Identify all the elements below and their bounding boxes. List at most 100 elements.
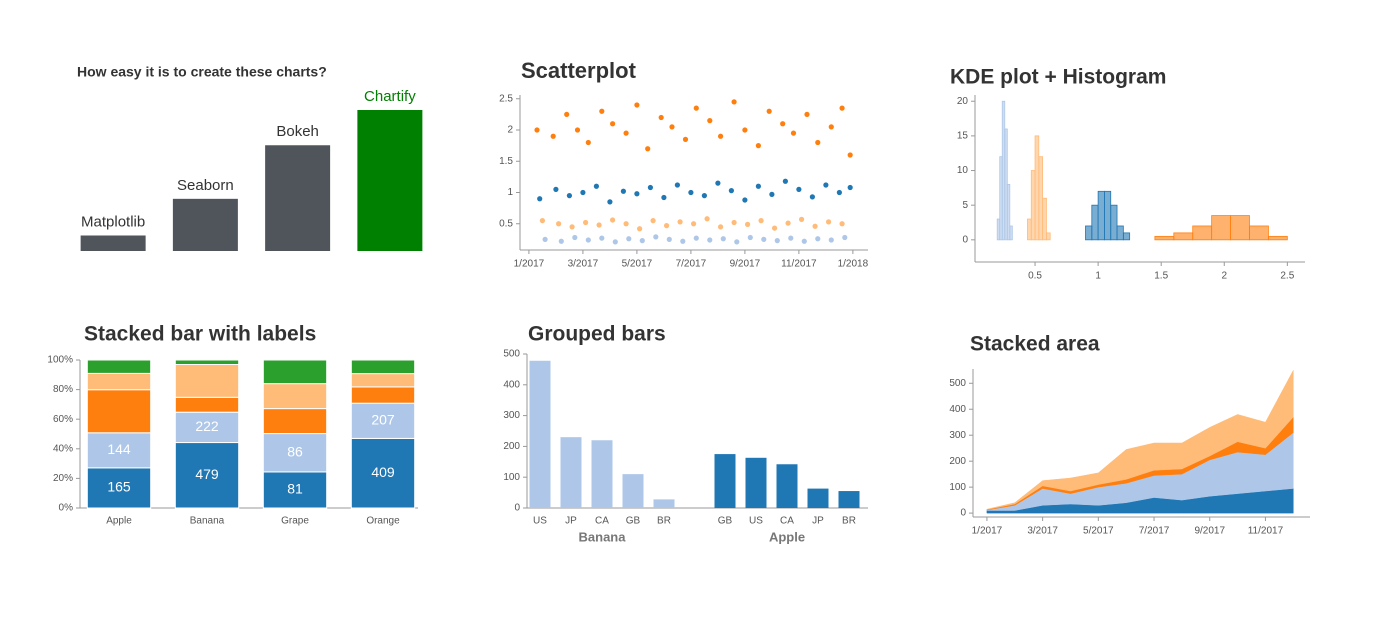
bar	[529, 360, 551, 508]
hist-bar	[1211, 215, 1231, 241]
hist-bar	[1116, 225, 1124, 241]
point	[596, 222, 602, 228]
hist-bar	[1085, 225, 1093, 241]
bar-label: Matplotlib	[81, 213, 145, 230]
point	[558, 238, 564, 244]
y-tick-label: 400	[503, 379, 520, 390]
point	[653, 234, 659, 240]
point	[645, 146, 651, 152]
chart-title: How easy it is to create these charts?	[77, 64, 327, 80]
point	[593, 183, 600, 189]
chart-title: Stacked area	[970, 333, 1100, 356]
hist-bar	[1110, 204, 1118, 241]
x-tick-label: JP	[812, 516, 824, 527]
point	[828, 124, 834, 130]
x-tick-label: JP	[565, 516, 577, 527]
point	[825, 219, 832, 225]
hist-bar	[1268, 235, 1288, 241]
hist-bar	[1045, 232, 1051, 241]
data-label: 479	[195, 466, 219, 482]
group-label: Banana	[579, 529, 627, 544]
chart-title: KDE plot + Histogram	[950, 66, 1166, 89]
area	[986, 370, 1294, 510]
x-tick-label: 3/2017	[1027, 526, 1058, 537]
chart-panel: Scatterplot 0.5 1 1.5 2 2.5 1/2017 3/2017 5/2017…	[499, 58, 869, 270]
chart-panel: Stacked area 0 100 200 300 400 500 1/2017 3/2017…	[949, 333, 1310, 537]
point	[796, 186, 802, 192]
point	[823, 182, 829, 188]
point	[774, 238, 780, 244]
x-tick-label: 11/2017	[1248, 526, 1284, 537]
y-tick-label: 20	[957, 96, 969, 107]
data-label: 81	[287, 481, 303, 497]
point	[801, 238, 807, 244]
hist-bar	[1122, 232, 1131, 241]
point	[556, 221, 562, 227]
hist-bar	[1091, 204, 1099, 241]
point	[666, 236, 672, 242]
bar-label: Chartify	[364, 88, 416, 105]
bar	[560, 437, 582, 508]
chart-panel: How easy it is to create these charts? Ma…	[77, 64, 423, 251]
point	[623, 130, 629, 136]
point	[755, 183, 761, 189]
hist-bar	[1042, 197, 1047, 241]
y-tick-label: 300	[949, 430, 966, 441]
point	[612, 239, 618, 245]
point	[599, 235, 605, 241]
point	[809, 194, 815, 200]
hist-bar	[1097, 190, 1105, 241]
bar	[265, 145, 331, 251]
hist-bar	[1230, 215, 1250, 241]
y-tick-label: 5	[962, 200, 968, 211]
point	[790, 130, 797, 136]
point	[731, 99, 737, 105]
point	[574, 127, 581, 133]
bar-segment	[174, 364, 240, 398]
bar-segment	[262, 359, 328, 385]
y-tick-label: 0	[514, 503, 520, 514]
y-tick-label: 20%	[53, 473, 73, 484]
point	[585, 237, 591, 243]
x-tick-label: Grape	[281, 516, 309, 527]
point	[847, 152, 853, 158]
y-tick-label: 60%	[53, 414, 73, 425]
y-tick-label: 15	[957, 131, 969, 142]
chart-panel: KDE plot + Histogram 0 5 10 15 20 0.5 1 1.5 2 2.5	[950, 66, 1305, 282]
chart-panel: Grouped bars 0 100 200 300 400 500 US JP CA GB BR Ba…	[503, 323, 868, 544]
point	[580, 189, 586, 196]
y-tick-label: 100	[949, 482, 966, 493]
bar-segment	[86, 467, 152, 509]
hist-bar	[1249, 225, 1269, 241]
point	[550, 133, 556, 139]
point	[707, 237, 713, 243]
hist-bar	[1006, 183, 1011, 241]
hist-bar	[1192, 225, 1213, 241]
point	[780, 121, 786, 127]
x-tick-label: 1/2018	[838, 259, 869, 270]
point	[539, 218, 546, 224]
point	[839, 221, 845, 227]
point	[761, 236, 767, 242]
point	[688, 189, 694, 196]
bar-segment	[174, 442, 240, 509]
x-tick-label: US	[749, 516, 763, 527]
chart-title: Grouped bars	[528, 323, 666, 346]
bar-segment	[174, 411, 240, 444]
y-tick-label: 400	[949, 404, 966, 415]
hist-bar	[1030, 170, 1036, 241]
bar	[745, 457, 767, 508]
point	[680, 238, 686, 244]
hist-bar	[1027, 218, 1032, 241]
bar	[653, 499, 675, 508]
x-tick-label: BR	[842, 516, 856, 527]
point	[766, 108, 772, 114]
point	[798, 216, 805, 222]
bar-segment	[174, 359, 240, 366]
x-tick-label: Banana	[190, 516, 225, 527]
point	[585, 139, 591, 146]
bar-segment	[174, 396, 240, 413]
x-tick-label: 5/2017	[622, 259, 653, 270]
chart-title: Stacked bar with labels	[84, 323, 316, 346]
